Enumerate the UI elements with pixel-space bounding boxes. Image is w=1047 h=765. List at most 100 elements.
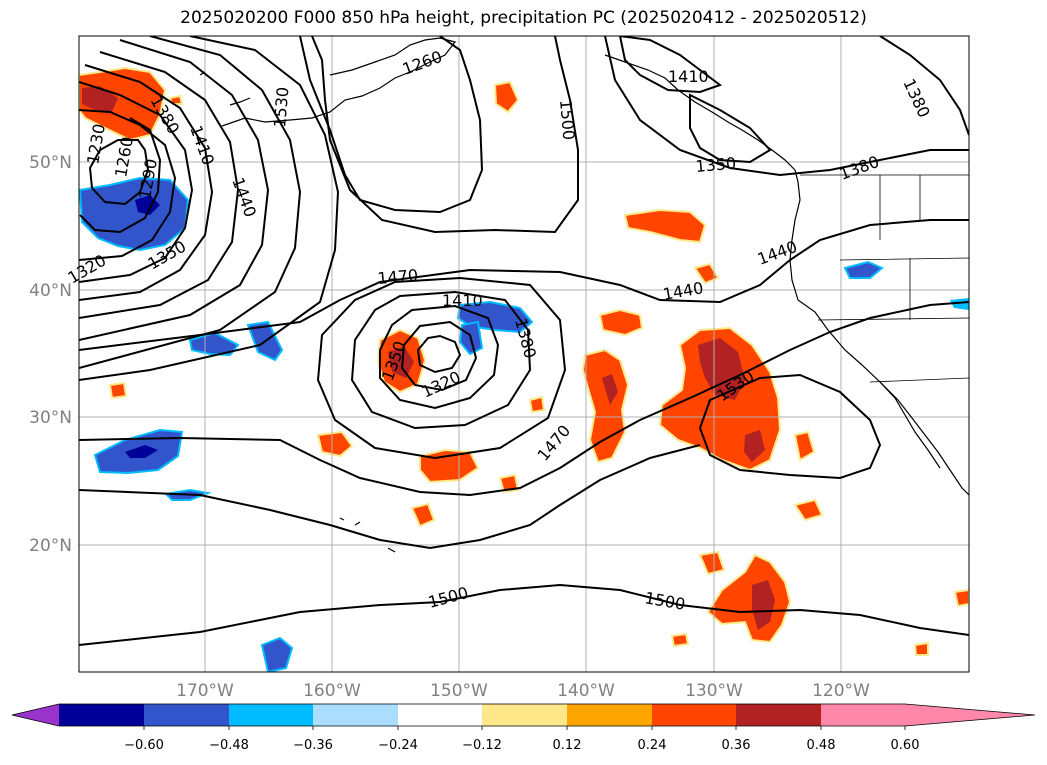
colorbar-swatch xyxy=(736,704,821,726)
contour-line xyxy=(79,64,214,301)
contour-label: 1500 xyxy=(556,99,578,141)
precip-area xyxy=(698,550,726,576)
precip-positive-shading xyxy=(79,66,969,656)
contour-line xyxy=(79,301,969,497)
colorbar-tick-label: −0.48 xyxy=(209,738,249,753)
contour-label: 1440 xyxy=(228,175,260,220)
contour-line xyxy=(79,109,177,261)
contour-line xyxy=(299,36,484,214)
contour-label: 1230 xyxy=(83,122,109,165)
precip-area xyxy=(670,632,690,648)
contour-line xyxy=(379,304,500,410)
lon-label: 150°W xyxy=(430,681,488,701)
precip-area xyxy=(581,348,630,464)
contour-label: 1440 xyxy=(661,278,704,304)
precip-negative-shading xyxy=(79,176,969,672)
precip-area xyxy=(698,338,745,400)
precip-area xyxy=(260,636,294,672)
bc-coast xyxy=(789,181,801,301)
contour-label: 1380 xyxy=(899,76,933,121)
state-borders xyxy=(817,175,969,321)
contour-line xyxy=(79,36,340,381)
lon-label: 160°W xyxy=(303,681,361,701)
contour-label: 1380 xyxy=(837,152,882,184)
precip-area xyxy=(913,641,929,656)
colorbar-tick-label: −0.36 xyxy=(293,738,333,753)
colorbar-tick-label: 0.36 xyxy=(722,738,751,753)
contour-line xyxy=(416,334,462,374)
precip-area xyxy=(752,580,775,630)
contour-line xyxy=(79,36,302,369)
plot-frame xyxy=(78,35,970,673)
colorbar-swatch xyxy=(229,704,313,726)
contour-line xyxy=(79,219,969,351)
contour-line xyxy=(79,81,194,283)
lat-label: 30°N xyxy=(29,408,72,428)
contour-label: 1530 xyxy=(270,86,292,128)
precip-area xyxy=(793,430,816,462)
contour-line xyxy=(79,51,240,319)
contour-line xyxy=(316,276,567,460)
contour-line xyxy=(311,36,579,234)
contour-label: 1410 xyxy=(186,123,218,168)
contour-label: 1500 xyxy=(643,588,686,614)
colorbar-tick-label: −0.12 xyxy=(462,738,502,753)
contour-label: 1440 xyxy=(755,237,800,269)
precip-area xyxy=(602,374,618,405)
colorbar-tick-label: 0.24 xyxy=(638,738,667,753)
colorbar-extend-high xyxy=(905,704,1035,726)
contour-label: 1470 xyxy=(534,421,575,464)
precip-area xyxy=(598,308,644,337)
coastlines xyxy=(199,37,969,553)
precip-area xyxy=(388,346,414,378)
precip-area xyxy=(528,395,546,414)
contour-label: 1260 xyxy=(400,47,445,79)
us-west-coast xyxy=(797,299,969,496)
contour-label: 1410 xyxy=(442,291,483,310)
us-mexico-border xyxy=(869,377,969,383)
colorbar-swatch xyxy=(652,704,736,726)
hawaii-islands xyxy=(339,517,396,553)
colorbar-swatch xyxy=(144,704,229,726)
map-title: 2025020200 F000 850 hPa height, precipit… xyxy=(180,8,867,28)
colorbar-swatch xyxy=(567,704,652,726)
colorbar-tick-label: −0.24 xyxy=(378,738,418,753)
contour-label: 1500 xyxy=(426,583,470,612)
precip-area xyxy=(953,588,969,608)
colorbar-tick-label: 0.60 xyxy=(891,738,920,753)
precip-area xyxy=(125,445,158,458)
contour-line xyxy=(698,373,882,480)
colorbar-tick-label: 0.12 xyxy=(553,738,582,753)
contour-line xyxy=(79,444,701,550)
lat-label: 50°N xyxy=(29,153,72,173)
precip-area xyxy=(410,502,436,528)
alaska-coast xyxy=(221,37,457,127)
borders xyxy=(800,174,969,383)
contour-line xyxy=(618,36,723,94)
contour-line xyxy=(400,320,478,392)
colorbar-tick-label: 0.48 xyxy=(807,738,836,753)
precip-area xyxy=(498,473,520,494)
precip-area xyxy=(79,176,190,252)
colorbar-swatch xyxy=(482,704,567,726)
contour-label: 1410 xyxy=(668,67,709,86)
colorbar-swatch xyxy=(313,704,398,726)
contour-line xyxy=(88,139,150,206)
contour-line xyxy=(879,36,969,136)
contour-label: 1380 xyxy=(511,316,540,360)
colorbar-ticks xyxy=(143,726,906,730)
colorbar-swatch xyxy=(398,704,482,726)
precip-area xyxy=(419,448,480,484)
lat-label: 20°N xyxy=(29,536,72,556)
lon-label: 140°W xyxy=(557,681,615,701)
precip-area xyxy=(843,260,884,279)
contour-label: 1350 xyxy=(695,154,737,176)
contour-label: 1320 xyxy=(419,367,464,401)
colorbar-swatch xyxy=(821,704,905,726)
contour-line xyxy=(79,583,969,646)
precip-area xyxy=(316,430,354,458)
contour-line xyxy=(79,39,270,341)
contour-line xyxy=(604,36,969,177)
precip-area xyxy=(693,262,720,285)
